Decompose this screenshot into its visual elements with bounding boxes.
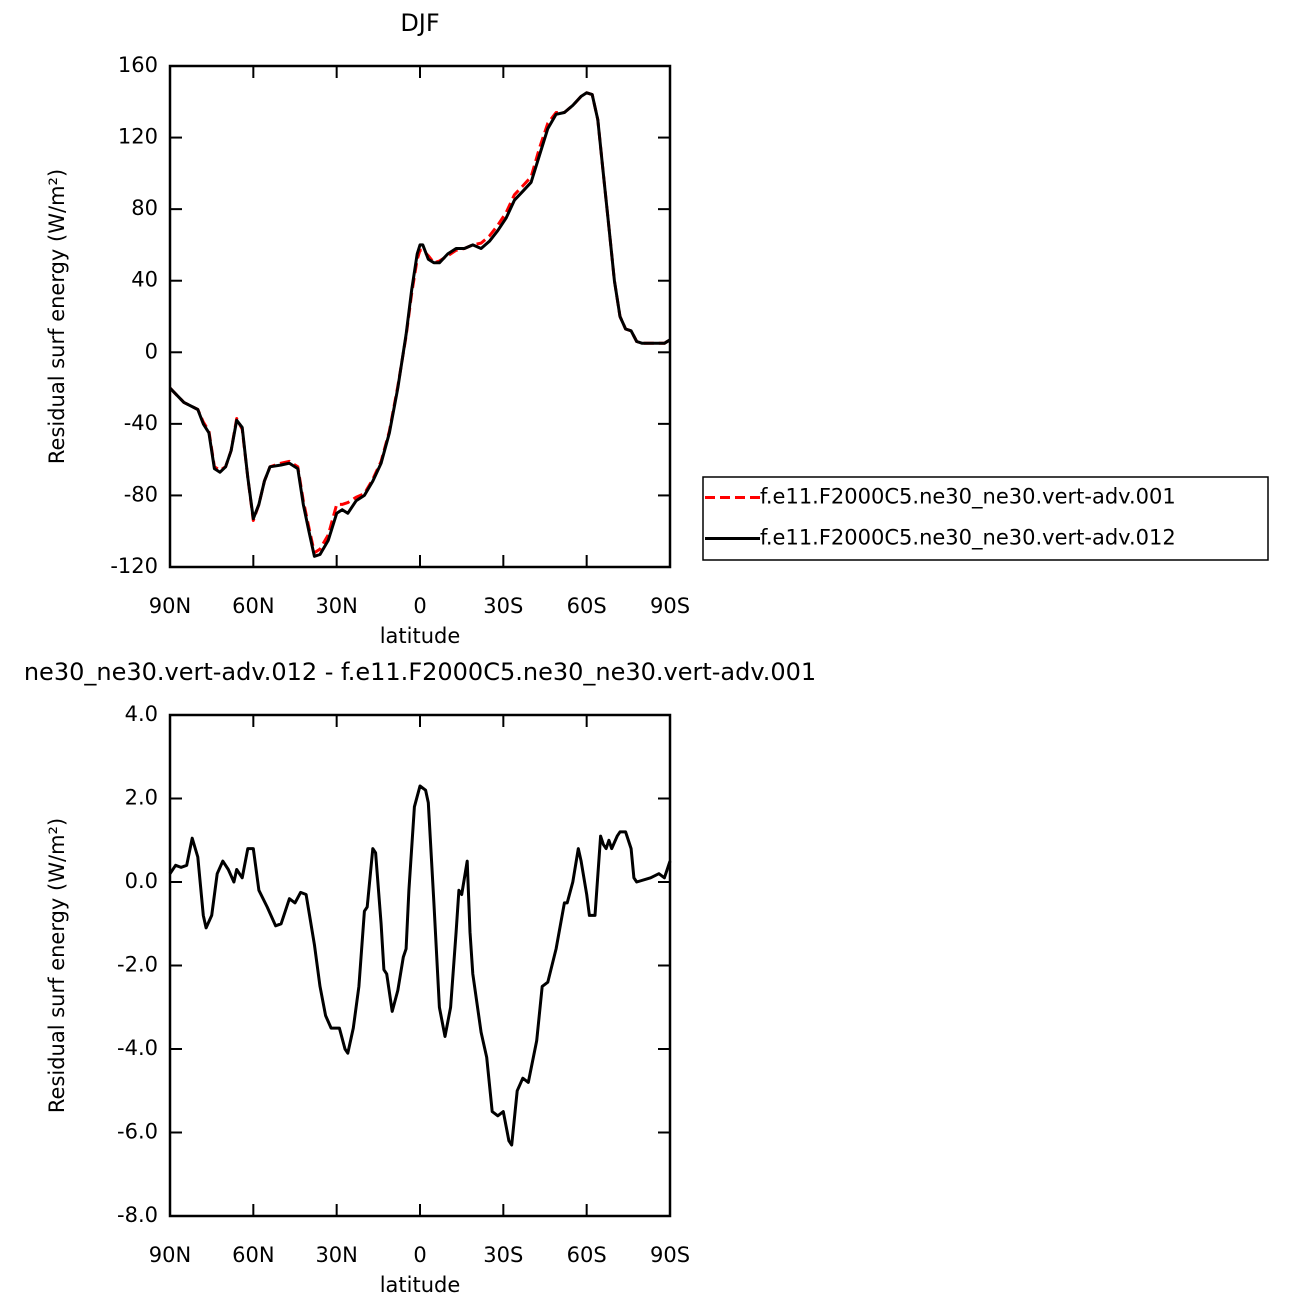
x-tick-label: 30N (315, 594, 357, 618)
data-line (168, 784, 672, 1147)
chart-title: DJF (400, 9, 439, 37)
y-tick-label: 0 (145, 339, 158, 363)
y-tick-label: 2.0 (125, 786, 158, 810)
x-tick-label: 0 (413, 594, 426, 618)
y-tick-label: -120 (110, 554, 158, 578)
x-tick-label: 0 (413, 1243, 426, 1267)
y-tick-label: -80 (124, 482, 158, 506)
y-tick-label: -8.0 (117, 1203, 158, 1227)
x-tick-label: 60N (232, 594, 274, 618)
chart-title: ne30_ne30.vert-adv.012 - f.e11.F2000C5.n… (24, 658, 816, 686)
y-tick-label: 40 (131, 268, 158, 292)
y-tick-label: -6.0 (117, 1120, 158, 1144)
x-tick-label: 60N (232, 1243, 274, 1267)
y-tick-label: 4.0 (125, 702, 158, 726)
y-tick-label: -2.0 (117, 953, 158, 977)
y-tick-label: 120 (118, 125, 158, 149)
plot-frame (168, 64, 672, 569)
x-tick-label: 90N (149, 594, 191, 618)
x-tick-label: 90N (149, 1243, 191, 1267)
y-tick-label: -40 (124, 411, 158, 435)
x-tick-label: 30N (315, 1243, 357, 1267)
y-tick-label: 80 (131, 196, 158, 220)
x-axis-label: latitude (380, 624, 461, 648)
legend-box (702, 476, 1269, 561)
data-line (168, 91, 671, 558)
y-axis-label: Residual surf energy (W/m²) (45, 169, 69, 464)
x-tick-label: 60S (567, 1243, 607, 1267)
legend-label: f.e11.F2000C5.ne30_ne30.vert-adv.001 (760, 485, 1176, 510)
y-tick-label: -4.0 (117, 1036, 158, 1060)
legend-label: f.e11.F2000C5.ne30_ne30.vert-adv.012 (760, 526, 1176, 551)
y-axis-label: Residual surf energy (W/m²) (45, 818, 69, 1113)
x-tick-label: 30S (483, 1243, 523, 1267)
x-tick-label: 90S (650, 594, 690, 618)
data-line (168, 91, 671, 555)
x-tick-label: 60S (567, 594, 607, 618)
y-tick-label: 160 (118, 53, 158, 77)
x-tick-label: 30S (483, 594, 523, 618)
x-tick-label: 90S (650, 1243, 690, 1267)
x-axis-label: latitude (380, 1273, 461, 1297)
y-tick-label: 0.0 (125, 869, 158, 893)
